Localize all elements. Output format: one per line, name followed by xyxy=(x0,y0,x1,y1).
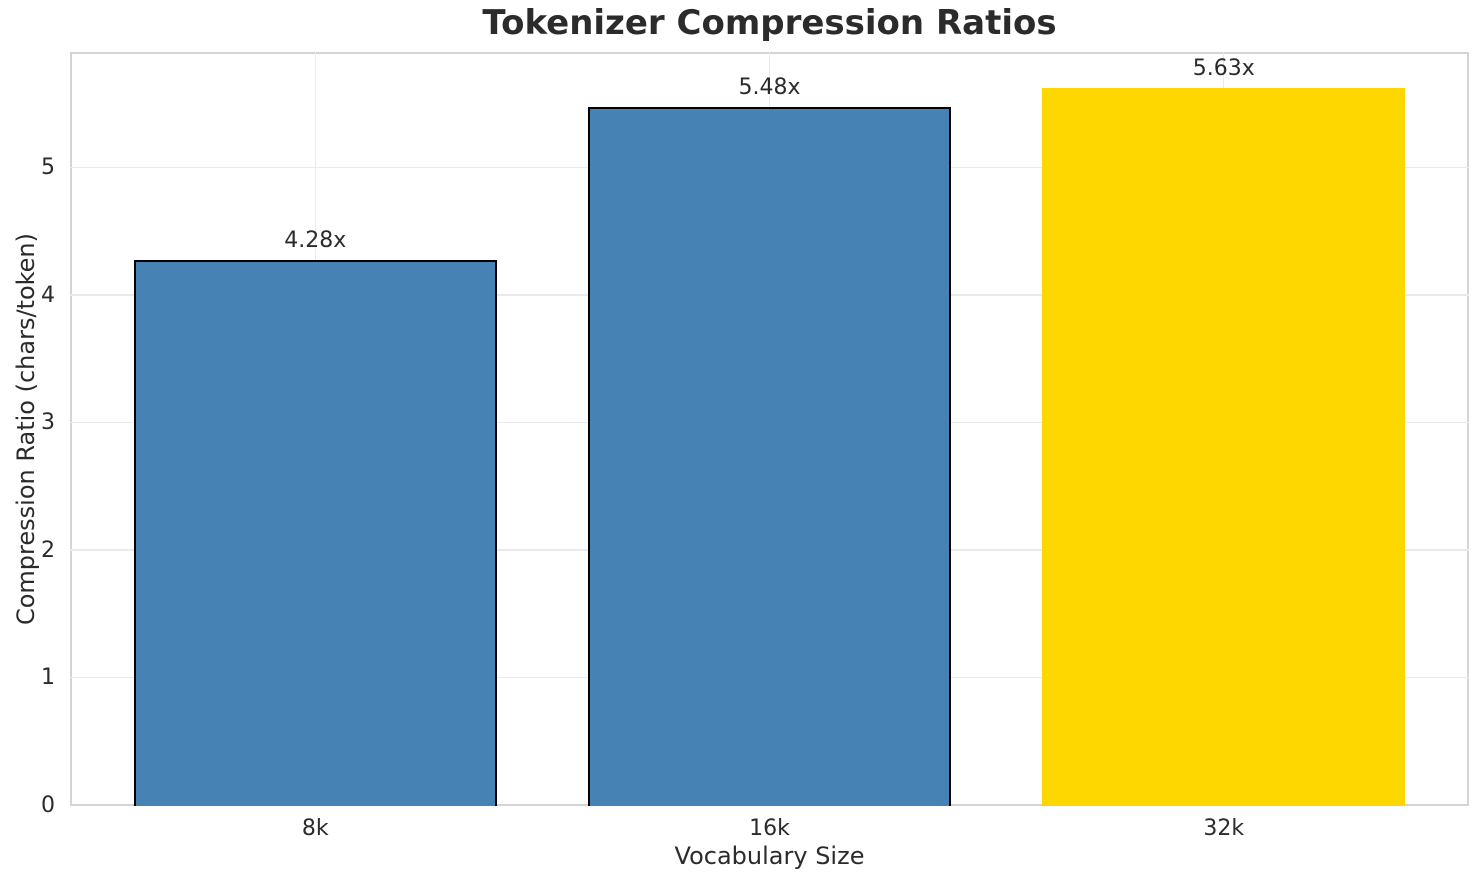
plot-spine-left xyxy=(70,52,72,806)
x-tick-label: 32k xyxy=(1203,816,1245,841)
bar-value-label: 5.48x xyxy=(738,74,801,100)
y-tick-label: 1 xyxy=(41,665,55,691)
x-tick-label: 16k xyxy=(749,816,790,841)
plot-area: 4.28x 5.48x 5.63x xyxy=(70,52,1469,806)
y-tick-label: 0 xyxy=(41,793,55,818)
x-axis-label: Vocabulary Size xyxy=(674,842,865,870)
x-tick-label: 8k xyxy=(301,816,329,841)
bar-8k xyxy=(133,259,497,806)
bar-value-label: 4.28x xyxy=(284,227,347,253)
y-tick-label: 3 xyxy=(41,410,55,436)
y-tick-label: 4 xyxy=(41,282,55,308)
bar-value-label: 5.63x xyxy=(1192,55,1255,81)
y-tick-label: 5 xyxy=(41,155,55,181)
bar-32k xyxy=(1042,87,1406,806)
bar-16k xyxy=(587,106,952,806)
plot-spine-right xyxy=(1467,52,1469,806)
y-tick-label: 2 xyxy=(41,537,55,563)
chart-title: Tokenizer Compression Ratios xyxy=(482,3,1057,43)
